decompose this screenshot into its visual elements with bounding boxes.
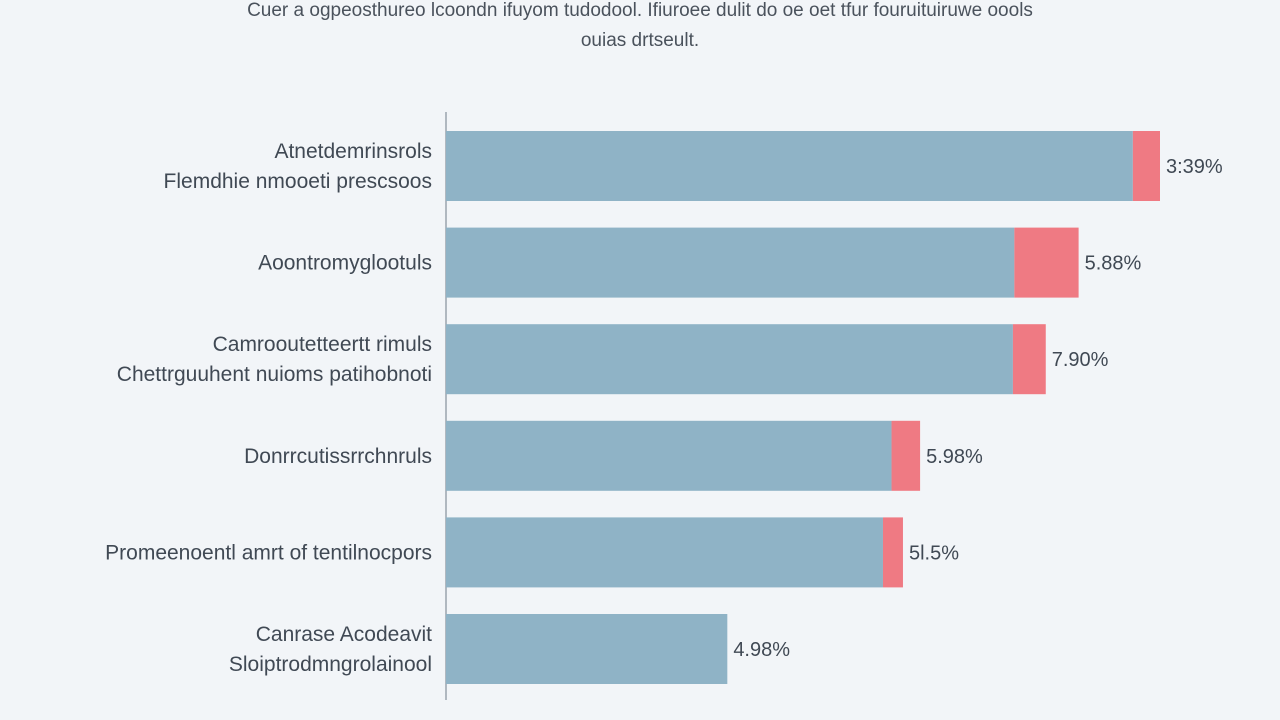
data-value-label: 4.98% [733,639,790,661]
bar-main-segment [446,227,1015,298]
bar-main-segment [446,324,1013,395]
bar-accent-segment [1012,324,1046,395]
data-value-label: 5.98% [926,446,983,468]
chart-title-line-2: ouias drtseult. [580,30,700,51]
data-value-label: 3:39% [1166,156,1223,178]
bar-main-segment [446,614,728,684]
category-label: Flemdhie nmooeti prescsoos [164,170,432,193]
category-label: Camrooutetteertt rimuls [213,333,432,356]
category-label: Atnetdemrinsrols [274,140,432,163]
bar-main-segment [446,420,892,491]
data-value-label: 5l.5% [909,542,959,564]
chart-title-line-1: Cuer a ogpeosthureo lcoondn ifuyom tudod… [247,0,1033,21]
category-label: Donrrcutissrrchnruls [244,445,432,468]
data-value-label: 5.88% [1085,253,1142,275]
bar-main-segment [446,517,883,588]
bar-accent-segment [882,517,903,588]
bar-accent-segment [891,420,921,491]
category-label: Promeenoentl amrt of tentilnocpors [105,541,432,564]
category-label: Chettrguuhent nuioms patihobnoti [117,363,432,386]
category-label: Canrase Acodeavit [256,623,432,646]
data-value-label: 7.90% [1052,349,1109,371]
bar-accent-segment [1014,227,1079,298]
category-label: Aoontromyglootuls [258,252,432,275]
bar-accent-segment [1132,131,1160,201]
category-label: Sloiptrodmngrolainool [229,653,432,676]
bar-main-segment [446,131,1133,201]
